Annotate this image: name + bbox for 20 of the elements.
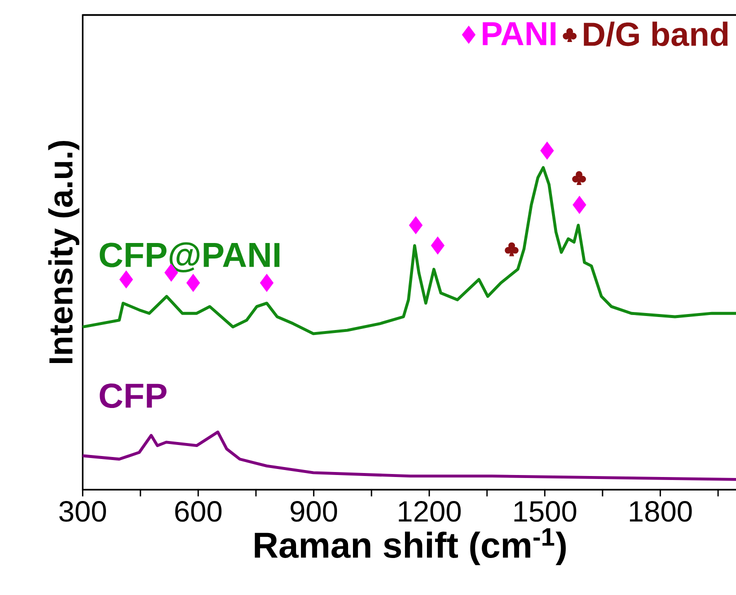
point: [430, 236, 444, 254]
series-label: CFP@PANI: [100, 242, 280, 272]
legend-label: D/G band: [584, 22, 728, 46]
point: [572, 196, 586, 214]
point: [409, 216, 423, 234]
point: [504, 242, 519, 256]
x-tick-label: 1200: [398, 501, 461, 522]
x-tick-label: 900: [290, 501, 338, 522]
x-tick-label: 1500: [514, 501, 576, 522]
point: [572, 171, 586, 186]
x-axis-title: Raman shift (cm$^{-1}$): [254, 528, 566, 566]
x-tick-label: 600: [175, 501, 222, 522]
legend-label: PANI: [482, 22, 556, 46]
point: [186, 274, 200, 292]
x-tick-label: 300: [59, 501, 106, 522]
point: [540, 142, 554, 160]
point: [260, 274, 274, 292]
y-axis-title: Intensity (a.u.): [48, 141, 80, 364]
series-label: CFP: [100, 383, 166, 408]
x-tick-label: 1800: [630, 501, 692, 522]
